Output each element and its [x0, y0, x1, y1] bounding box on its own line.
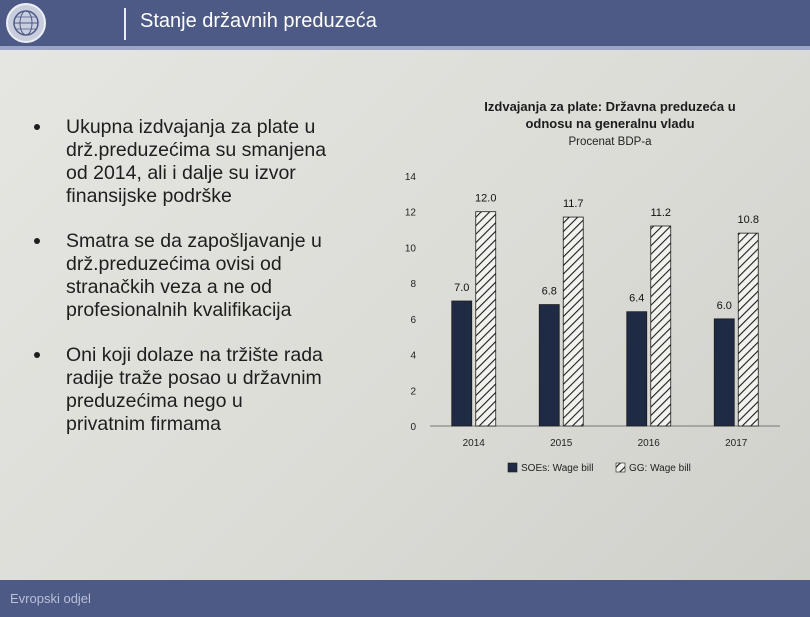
bullet-text: Oni koji dolaze na tržište rada radije t…: [66, 344, 323, 435]
bar-gg-wage-bill: [562, 216, 584, 427]
header-bar: Stanje državnih preduzeća: [0, 0, 810, 46]
chart-title-line: Izdvajanja za plate: Državna preduzeća u: [484, 99, 736, 114]
legend-swatch: [507, 462, 518, 473]
y-tick-label: 10: [405, 243, 417, 254]
bar-soe-wage-bill: [626, 311, 648, 427]
x-tick-label: 2017: [725, 438, 748, 449]
footer-label: Evropski odjel: [10, 591, 91, 606]
bullet-list: Ukupna izdvajanja za plate u drž.preduze…: [30, 116, 390, 458]
bar-soe-wage-bill: [451, 300, 473, 427]
bullet-item: Smatra se da zapošljavanje u drž.preduze…: [30, 230, 390, 322]
x-tick-label: 2015: [550, 438, 573, 449]
bar-gg-wage-bill: [475, 211, 497, 427]
chart-subtitle: Procenat BDP-a: [568, 136, 652, 148]
y-tick-label: 12: [405, 208, 417, 219]
bar-value-label: 10.8: [738, 214, 759, 226]
bullet-text: Ukupna izdvajanja za plate u drž.preduze…: [66, 116, 327, 207]
imf-logo-icon: [6, 3, 46, 43]
bullet-dot-icon: [34, 238, 40, 244]
y-tick-label: 6: [410, 315, 416, 326]
bar-value-label: 12.0: [475, 193, 496, 205]
bar-value-label: 6.4: [629, 293, 644, 305]
header-strip: [0, 46, 810, 50]
y-tick-label: 2: [410, 386, 416, 397]
bar-gg-wage-bill: [737, 232, 759, 427]
y-tick-label: 14: [405, 172, 417, 183]
legend-label: GG: Wage bill: [629, 463, 691, 474]
x-tick-label: 2014: [463, 438, 486, 449]
footer-bar: Evropski odjel: [0, 580, 810, 617]
bullet-dot-icon: [34, 352, 40, 358]
bar-value-label: 7.0: [454, 282, 469, 294]
y-tick-label: 4: [410, 351, 416, 362]
chart-title-line: odnosu na generalnu vladu: [525, 116, 695, 131]
bar-value-label: 11.7: [563, 198, 584, 210]
x-tick-label: 2016: [638, 438, 661, 449]
legend-swatch: [615, 462, 626, 473]
bar-soe-wage-bill: [713, 318, 735, 427]
bar-value-label: 6.8: [542, 286, 557, 298]
bullet-item: Oni koji dolaze na tržište rada radije t…: [30, 344, 390, 436]
bullet-dot-icon: [34, 124, 40, 130]
bar-value-label: 6.0: [717, 300, 732, 312]
chart-title: Izdvajanja za plate: Državna preduzeća u…: [440, 98, 780, 132]
bar-gg-wage-bill: [650, 225, 672, 427]
wage-bill-chart: 0 2 4 6 8 10 12 14 7.0 12.0 2014 6.8 11.7 2015 6.4 11.2…: [405, 172, 780, 474]
bullet-item: Ukupna izdvajanja za plate u drž.preduze…: [30, 116, 390, 208]
y-tick-label: 8: [410, 279, 416, 290]
y-tick-label: 0: [410, 422, 416, 433]
slide-title: Stanje državnih preduzeća: [140, 10, 377, 32]
header-separator: [124, 8, 126, 40]
bullet-text: Smatra se da zapošljavanje u drž.preduze…: [66, 230, 322, 321]
bar-value-label: 11.2: [650, 207, 671, 219]
legend-label: SOEs: Wage bill: [521, 463, 593, 474]
bar-soe-wage-bill: [538, 304, 560, 427]
